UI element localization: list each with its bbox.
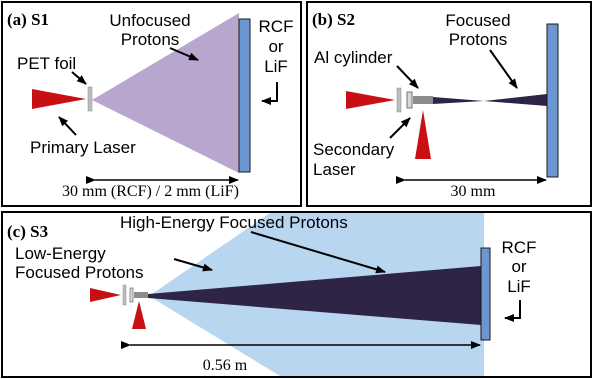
secondary-laser xyxy=(415,110,431,159)
s2-cylinder-arrow xyxy=(396,65,419,89)
s3-foil xyxy=(122,284,127,306)
s2-protons-label-1: Focused xyxy=(445,11,510,30)
al-cylinder-body xyxy=(413,96,433,104)
panel-s3: (c) S3 High-Energy Focused Protons Low-E… xyxy=(1,211,592,378)
s2-distance-label: 30 mm xyxy=(451,183,496,200)
s2-foil xyxy=(396,87,402,113)
s3-low-energy-label-2: Focused Protons xyxy=(15,263,144,282)
s1-detector-pointer xyxy=(261,82,278,105)
s3-secondary-laser xyxy=(132,301,146,329)
s3-detector-label-3: LiF xyxy=(507,277,531,296)
panel-s2: (b) S2 Focused Protons Al cylinder Secon… xyxy=(306,1,592,207)
unfocused-proton-cone xyxy=(92,13,239,173)
s3-primary-laser xyxy=(90,288,121,302)
s3-high-energy-label: High-Energy Focused Protons xyxy=(120,213,348,232)
s1-laser-arrow xyxy=(58,116,77,136)
pet-foil xyxy=(87,86,93,112)
s3-detector xyxy=(480,247,491,341)
s3-low-energy-arrow xyxy=(173,258,213,272)
s2-protons-arrow xyxy=(489,49,518,89)
s2-detector xyxy=(546,23,559,178)
s1-foil-label: PET foil xyxy=(17,54,76,73)
s1-detector-label-2: or xyxy=(268,37,283,56)
s3-detector-label-1: RCF xyxy=(502,238,537,257)
al-cylinder xyxy=(406,91,413,109)
s2-laser-arrow xyxy=(389,117,411,139)
s1-laser-label: Primary Laser xyxy=(30,138,136,157)
s3-high-energy-arrow xyxy=(250,231,386,274)
s3-distance-label: 0.56 m xyxy=(203,357,248,374)
panel-s1-frame xyxy=(1,1,302,207)
panel-s1-tag: (a) S1 xyxy=(7,10,49,29)
s2-laser-label-2: Laser xyxy=(313,160,356,179)
s1-foil-arrow xyxy=(71,71,87,85)
s1-detector xyxy=(238,18,251,173)
s1-detector-label-1: RCF xyxy=(259,17,294,36)
s2-primary-laser xyxy=(346,91,395,109)
panel-s1: (a) S1 Unfocused Protons PET foil Primar… xyxy=(1,1,302,207)
s1-primary-laser xyxy=(32,89,86,109)
s1-distance-label: 30 mm (RCF) / 2 mm (LiF) xyxy=(62,183,239,200)
s1-protons-label-2: Protons xyxy=(121,30,180,49)
s2-protons-label-2: Protons xyxy=(449,30,508,49)
s1-detector-label-3: LiF xyxy=(264,57,288,76)
panel-s2-tag: (b) S2 xyxy=(312,10,355,29)
s1-protons-label-1: Unfocused xyxy=(109,11,190,30)
s3-cylinder-body xyxy=(134,292,148,298)
s3-low-energy-label-1: Low-Energy xyxy=(15,244,106,263)
s3-detector-pointer xyxy=(504,300,521,322)
panel-s2-frame xyxy=(306,1,592,207)
s2-laser-label-1: Secondary xyxy=(313,140,395,159)
panel-s3-frame xyxy=(1,211,592,378)
focused-proton-beam xyxy=(433,94,547,106)
s3-cylinder xyxy=(129,287,134,303)
high-energy-proton-beam xyxy=(148,266,481,325)
s3-detector-label-2: or xyxy=(511,257,526,276)
panel-s3-tag: (c) S3 xyxy=(7,222,48,241)
s1-protons-arrow xyxy=(169,47,199,61)
s2-cylinder-label: Al cylinder xyxy=(314,48,393,67)
